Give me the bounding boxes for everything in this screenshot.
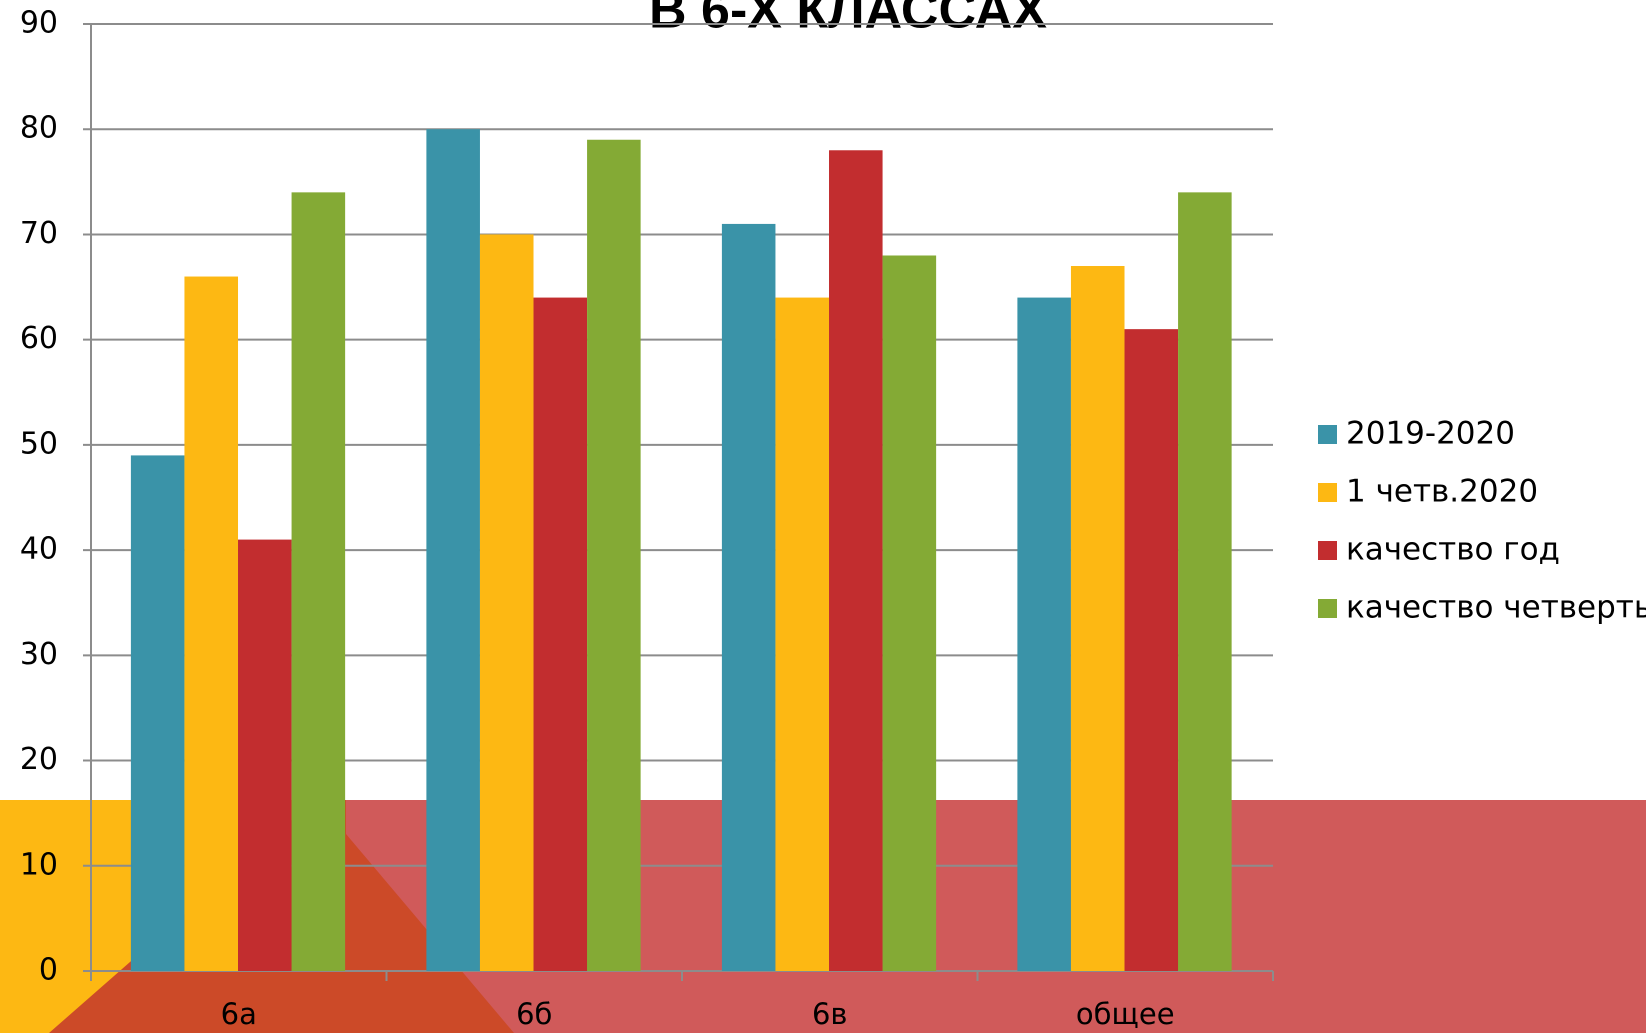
y-tick-label: 30 <box>20 637 58 672</box>
bar <box>184 276 239 971</box>
legend-label: качество четверть <box>1346 590 1646 626</box>
legend-swatch <box>1318 599 1337 618</box>
y-tick-label: 60 <box>20 321 58 356</box>
legend-swatch <box>1318 425 1337 444</box>
y-tick-label: 90 <box>20 6 58 41</box>
x-tick-label: 6б <box>516 997 552 1031</box>
y-tick-label: 0 <box>39 953 58 988</box>
legend-label: 2019-2020 <box>1346 416 1515 452</box>
bar <box>291 192 346 971</box>
bar <box>1017 297 1071 972</box>
chart-title: В 6-Х КЛАССАХ <box>649 0 1047 40</box>
x-tick-label: 6а <box>221 997 257 1031</box>
bar <box>479 234 534 971</box>
bar <box>775 297 830 972</box>
bar <box>1070 266 1125 971</box>
bar <box>882 255 937 971</box>
bar <box>533 297 588 972</box>
y-tick-label: 70 <box>20 216 58 251</box>
y-tick-label: 10 <box>20 847 58 882</box>
bar <box>426 129 480 971</box>
bar <box>130 455 185 971</box>
legend-swatch <box>1318 483 1337 502</box>
legend-label: качество год <box>1346 532 1560 568</box>
bar <box>1124 329 1179 972</box>
bar <box>238 539 292 971</box>
x-tick-label: 6в <box>812 997 848 1031</box>
x-tick-label: общее <box>1076 997 1175 1031</box>
bar <box>829 150 883 971</box>
y-tick-label: 40 <box>20 532 58 567</box>
bar <box>1178 192 1232 971</box>
y-tick-label: 20 <box>20 742 58 777</box>
legend-label: 1 четв.2020 <box>1346 474 1538 510</box>
y-tick-label: 80 <box>20 111 58 146</box>
legend-swatch <box>1318 541 1337 560</box>
bar <box>587 139 641 971</box>
y-tick-label: 50 <box>20 426 58 461</box>
bar <box>721 223 776 971</box>
